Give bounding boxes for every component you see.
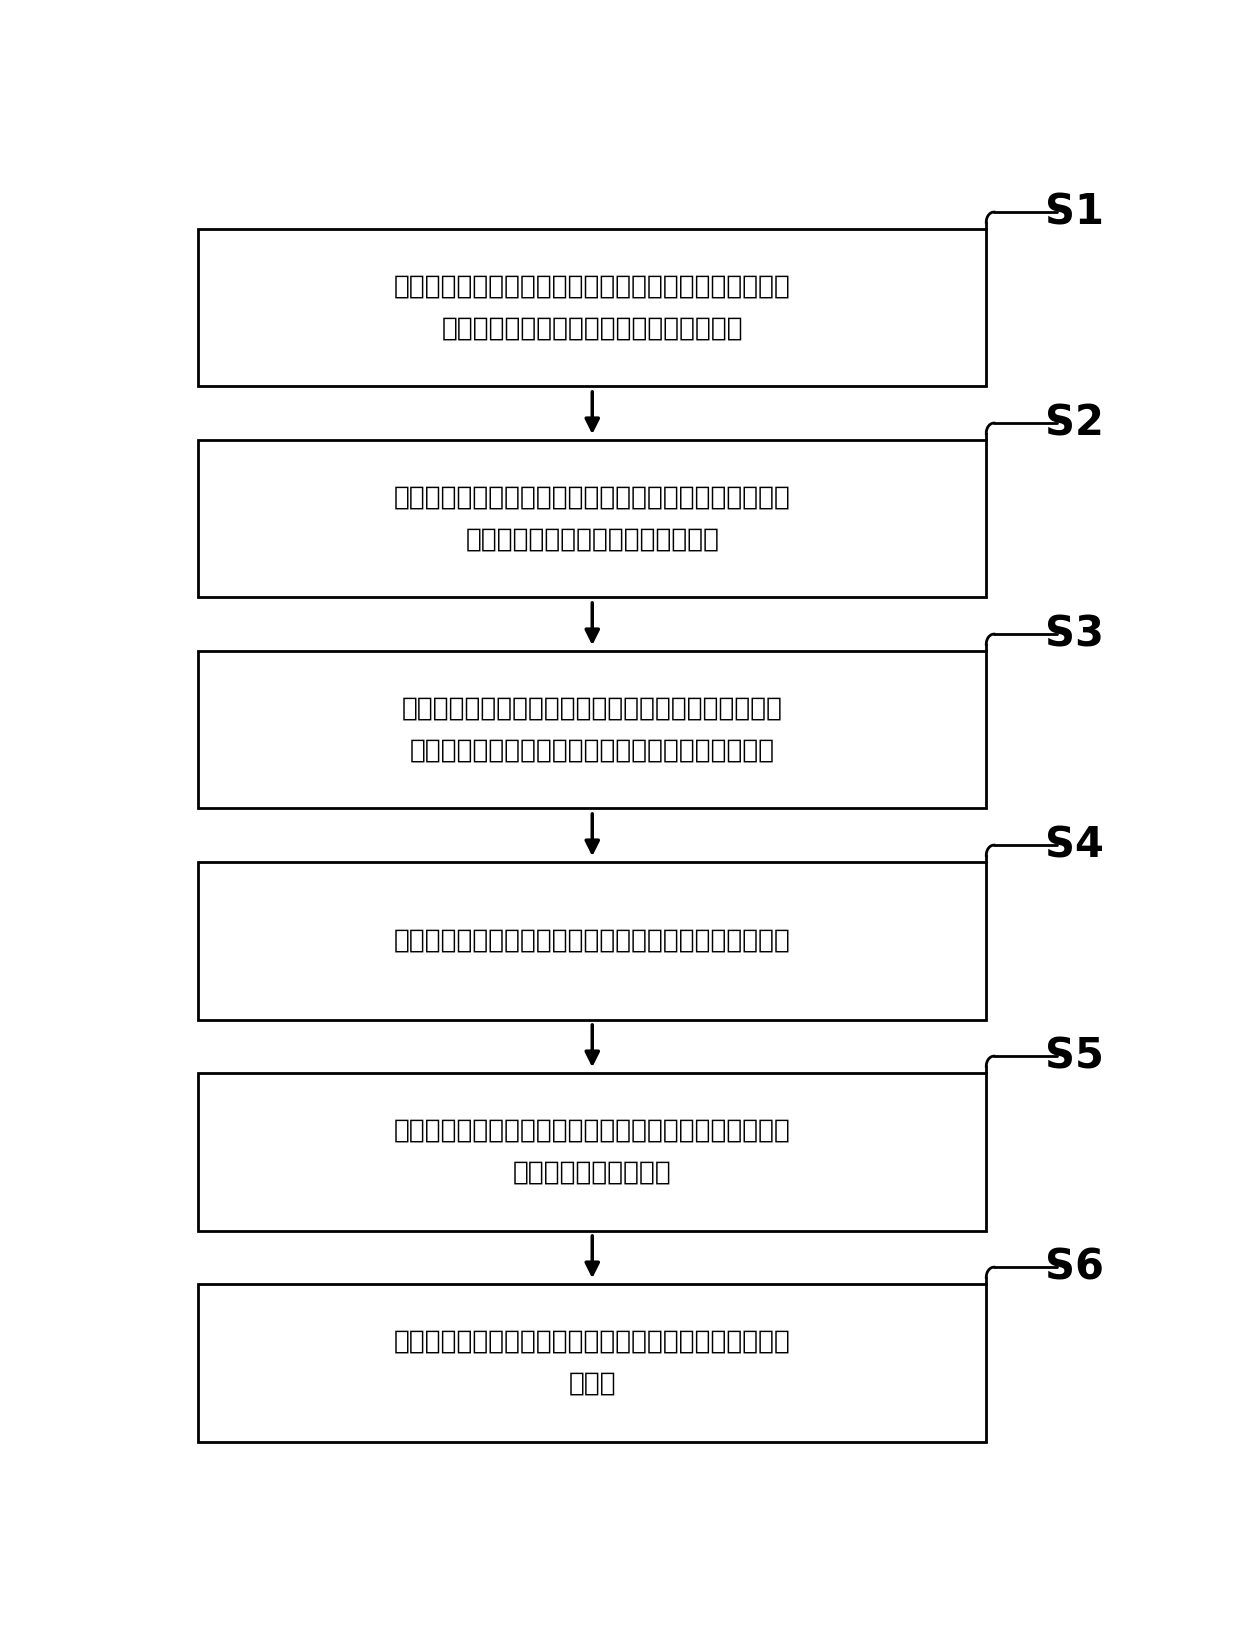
Text: S6: S6: [1045, 1246, 1104, 1288]
Bar: [198, 1283, 986, 1441]
Text: 去除所述牺牲侧壁，于所述栅绝缘侧壁及所述栓导电结构: 去除所述牺牲侧壁，于所述栅绝缘侧壁及所述栓导电结构: [394, 1118, 791, 1144]
Text: 于所述栓导电结构之间的所述第二凹槽中形成栓绝缘结构: 于所述栓导电结构之间的所述第二凹槽中形成栓绝缘结构: [394, 927, 791, 953]
Bar: [198, 228, 986, 386]
Text: 于所述牺牲侧壁围成的所述第一凹槽中形成栓导电层，: 于所述牺牲侧壁围成的所述第一凹槽中形成栓导电层，: [402, 696, 782, 722]
Text: 隙侧壁: 隙侧壁: [568, 1370, 616, 1396]
Text: 提供一半导体衬底，在所述半导体衬底上依次形成栅极导: 提供一半导体衬底，在所述半导体衬底上依次形成栅极导: [394, 274, 791, 300]
Text: S3: S3: [1045, 614, 1104, 655]
Text: S4: S4: [1045, 824, 1104, 866]
Text: 于所述侧壁空气间隙内形成绝缘封口层，进而形成空气间: 于所述侧壁空气间隙内形成绝缘封口层，进而形成空气间: [394, 1329, 791, 1355]
Text: 电层和栅极绝缘层，通过刻蚀形成栅极结构: 电层和栅极绝缘层，通过刻蚀形成栅极结构: [441, 315, 743, 341]
Text: 通过刻蚀形成由若干第二凹槽隔离的若干栓导电结构: 通过刻蚀形成由若干第二凹槽隔离的若干栓导电结构: [409, 737, 775, 763]
Text: S1: S1: [1045, 190, 1104, 233]
Text: 之间形成侧壁空气间隙: 之间形成侧壁空气间隙: [513, 1160, 672, 1185]
Bar: [198, 440, 986, 597]
Text: S5: S5: [1045, 1035, 1104, 1076]
Bar: [198, 1073, 986, 1231]
Bar: [198, 862, 986, 1019]
Text: S2: S2: [1045, 402, 1104, 445]
Text: 相邻的两所述牺牲侧壁围成第一凹槽: 相邻的两所述牺牲侧壁围成第一凹槽: [465, 527, 719, 553]
Text: 于所述栅极结构的侧壁依次形成栅绝缘侧壁和牺牲侧壁，: 于所述栅极结构的侧壁依次形成栅绝缘侧壁和牺牲侧壁，: [394, 484, 791, 510]
Bar: [198, 650, 986, 809]
